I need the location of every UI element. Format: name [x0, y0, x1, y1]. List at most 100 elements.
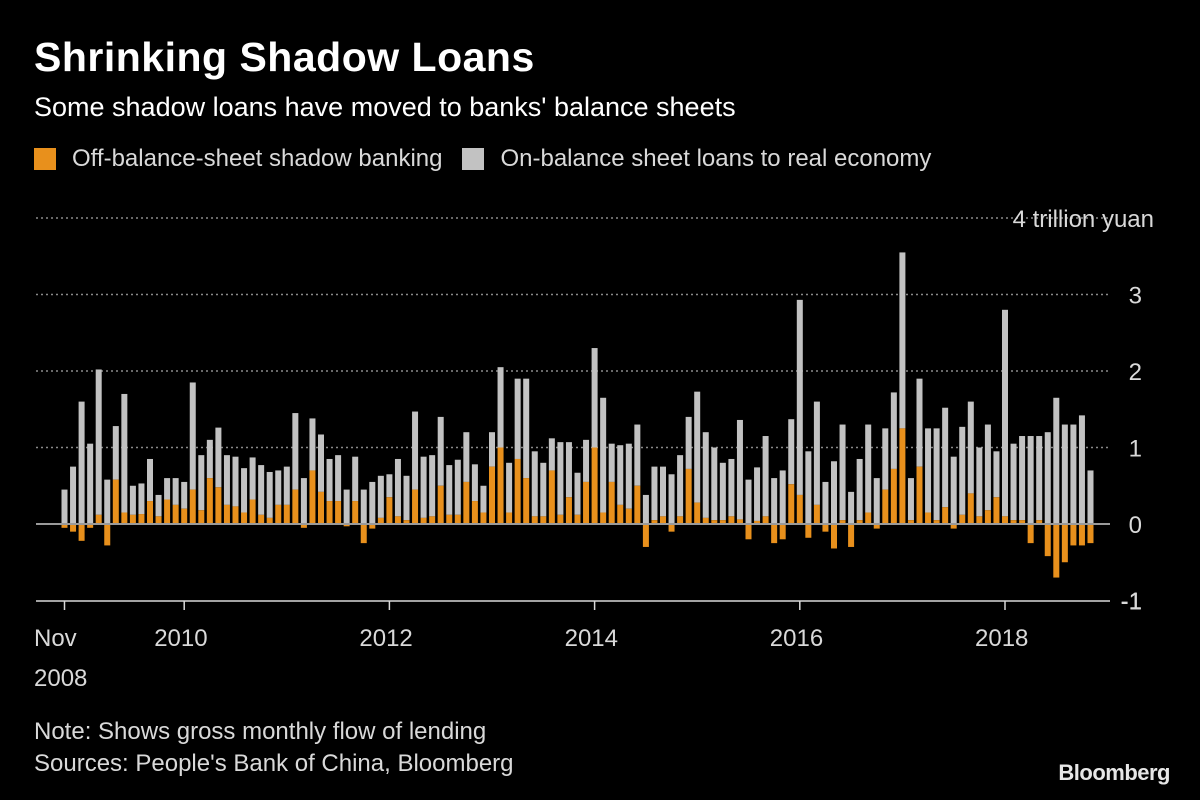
bar-off-balance	[112, 479, 119, 524]
bar-on-balance	[454, 459, 461, 515]
bar-off-balance	[548, 470, 555, 524]
bar-on-balance	[583, 439, 590, 482]
bar-off-balance	[249, 499, 256, 524]
bar-on-balance	[950, 456, 957, 524]
bar-off-balance	[933, 520, 940, 524]
y-tick-label: -1	[1121, 588, 1142, 615]
bar-off-balance	[309, 470, 316, 524]
bar-on-balance	[933, 428, 940, 521]
y-tick-label: 2	[1129, 359, 1142, 386]
bar-on-balance	[1036, 436, 1043, 521]
bar-off-balance	[805, 524, 812, 538]
bar-off-balance	[266, 517, 273, 524]
bar-off-balance	[300, 524, 307, 528]
bar-off-balance	[651, 520, 658, 524]
bar-off-balance	[557, 514, 564, 524]
bar-on-balance	[121, 393, 128, 513]
bar-off-balance	[454, 514, 461, 524]
bar-on-balance	[967, 401, 974, 494]
bar-off-balance	[326, 501, 333, 524]
bar-on-balance	[1070, 424, 1077, 524]
bar-off-balance	[899, 428, 906, 524]
bar-on-balance	[754, 467, 761, 521]
bar-off-balance	[1010, 520, 1017, 524]
bar-off-balance	[685, 468, 692, 524]
bar-off-balance	[745, 524, 752, 540]
bar-on-balance	[813, 401, 820, 505]
bar-off-balance	[540, 516, 547, 524]
bar-on-balance	[993, 451, 1000, 498]
bar-on-balance	[403, 475, 410, 521]
bar-off-balance	[583, 481, 590, 524]
bar-off-balance	[489, 466, 495, 524]
bar-on-balance	[925, 428, 932, 513]
bar-off-balance	[403, 520, 410, 524]
bar-off-balance	[155, 516, 162, 524]
bar-on-balance	[112, 426, 119, 480]
bar-on-balance	[309, 418, 316, 471]
x-tick-label: Nov	[34, 625, 77, 652]
bar-on-balance	[942, 407, 949, 508]
bar-off-balance	[1027, 524, 1034, 544]
bar-on-balance	[497, 367, 504, 448]
bar-off-balance	[95, 514, 102, 524]
x-tick-label: 2016	[770, 625, 823, 652]
bar-off-balance	[754, 520, 761, 524]
bar-on-balance	[471, 464, 478, 502]
bar-off-balance	[848, 524, 855, 547]
bar-off-balance	[531, 516, 538, 524]
bar-on-balance	[386, 474, 393, 498]
bar-off-balance	[87, 524, 94, 528]
bar-on-balance	[232, 456, 239, 507]
bar-on-balance	[172, 478, 179, 505]
bar-on-balance	[437, 416, 444, 486]
bar-on-balance	[1027, 436, 1034, 524]
bar-on-balance	[189, 382, 196, 490]
bar-on-balance	[916, 378, 923, 467]
bar-on-balance	[300, 478, 307, 524]
bar-off-balance	[634, 485, 641, 524]
bar-on-balance	[719, 462, 726, 521]
bar-on-balance	[702, 432, 709, 518]
bar-on-balance	[1010, 443, 1017, 521]
bar-on-balance	[241, 468, 248, 513]
bar-on-balance	[292, 413, 299, 490]
bar-off-balance	[369, 524, 376, 529]
bar-on-balance	[771, 478, 778, 524]
bar-on-balance	[839, 424, 846, 521]
bar-off-balance	[471, 501, 478, 524]
bar-on-balance	[865, 424, 872, 513]
bar-on-balance	[822, 481, 829, 524]
bar-on-balance	[480, 485, 487, 513]
bar-on-balance	[138, 483, 145, 515]
bar-off-balance	[138, 514, 145, 524]
bar-off-balance	[942, 507, 949, 524]
chart-title: Shrinking Shadow Loans	[34, 34, 535, 80]
chart-footer: Note: Shows gross monthly flow of lendin…	[34, 716, 514, 780]
bar-on-balance	[266, 471, 273, 518]
bar-on-balance	[95, 369, 102, 515]
bar-off-balance	[873, 524, 880, 529]
bar-off-balance	[258, 514, 265, 524]
bar-off-balance	[506, 512, 513, 524]
bar-on-balance	[420, 456, 427, 518]
bar-off-balance	[147, 501, 153, 524]
bar-off-balance	[172, 504, 179, 524]
bar-off-balance	[1019, 520, 1026, 524]
bar-off-balance	[232, 506, 239, 524]
bar-on-balance	[1019, 436, 1026, 521]
bar-on-balance	[514, 378, 521, 459]
chart-subtitle: Some shadow loans have moved to banks' b…	[34, 92, 736, 122]
bar-on-balance	[856, 458, 863, 521]
bar-off-balance	[420, 517, 427, 524]
bar-on-balance	[446, 465, 453, 515]
bar-on-balance	[360, 489, 367, 524]
y-tick-label: 3	[1129, 283, 1142, 310]
bar-on-balance	[523, 378, 530, 479]
bar-off-balance	[736, 519, 743, 524]
bar-on-balance	[745, 479, 752, 524]
bar-on-balance	[87, 443, 94, 524]
bar-off-balance	[702, 517, 709, 524]
bar-off-balance	[617, 504, 624, 524]
bar-off-balance	[625, 508, 632, 524]
